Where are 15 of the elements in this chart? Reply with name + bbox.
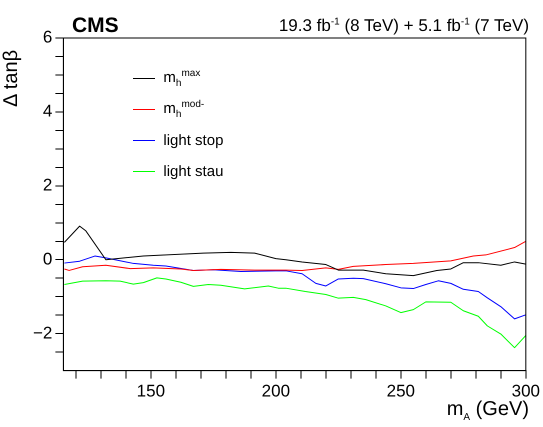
chart-subtitle: 19.3 fb$^{-1}$ (8 TeV) + 5.1 fb$^{-1}$ (7 TeV) bbox=[278, 16, 529, 36]
x-tick-label: 250 bbox=[386, 381, 416, 400]
x-axis-title: m$_{A}$ (GeV) bbox=[446, 398, 529, 423]
y-tick-label: 6 bbox=[42, 28, 52, 47]
x-tick-label: 150 bbox=[136, 381, 166, 400]
y-tick-label: 2 bbox=[42, 176, 52, 195]
y-tick-label: −2 bbox=[32, 323, 52, 342]
x-tick-label: 300 bbox=[512, 381, 540, 400]
legend-label: light stau bbox=[163, 163, 224, 180]
y-tick-label: 0 bbox=[42, 249, 52, 268]
y-tick-label: 4 bbox=[42, 102, 52, 121]
legend-label: light stop bbox=[163, 132, 224, 149]
y-axis-title: Δ tanβ bbox=[0, 50, 23, 107]
x-tick-label: 200 bbox=[262, 381, 290, 400]
chart-title: CMS bbox=[72, 14, 119, 38]
